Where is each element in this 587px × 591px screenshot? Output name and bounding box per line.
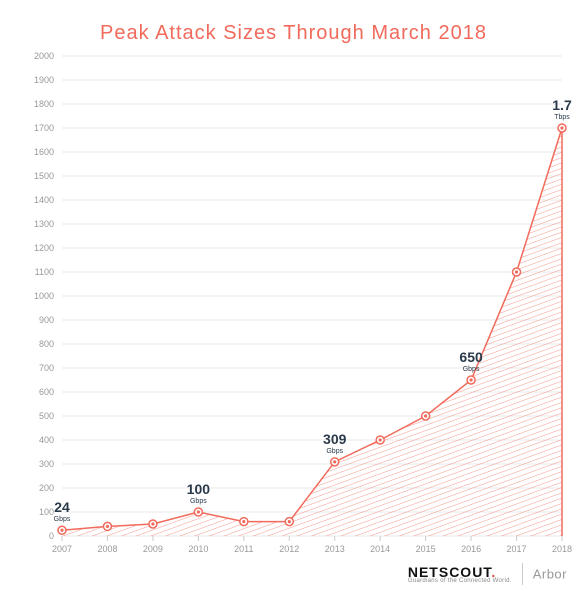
svg-text:900: 900	[39, 315, 54, 325]
svg-text:1800: 1800	[34, 99, 54, 109]
svg-text:Gbps: Gbps	[54, 516, 71, 523]
svg-text:Tbps: Tbps	[554, 114, 570, 121]
y-axis-labels: 0 100 200 300 400 500 600 700 800 900 1000 1100 1200…	[34, 51, 54, 541]
svg-text:2008: 2008	[97, 544, 117, 554]
svg-text:100: 100	[187, 481, 211, 497]
svg-text:1900: 1900	[34, 75, 54, 85]
svg-text:400: 400	[39, 435, 54, 445]
svg-text:1000: 1000	[34, 291, 54, 301]
svg-text:2012: 2012	[279, 544, 299, 554]
svg-text:309: 309	[323, 431, 347, 447]
brand-tagline: Guardians of the Connected World.	[408, 578, 512, 584]
svg-text:1600: 1600	[34, 147, 54, 157]
svg-text:24: 24	[54, 499, 70, 515]
svg-text:300: 300	[39, 459, 54, 469]
svg-text:200: 200	[39, 483, 54, 493]
svg-text:500: 500	[39, 411, 54, 421]
svg-text:1200: 1200	[34, 243, 54, 253]
brand-footer: NETSCOUT. Guardians of the Connected Wor…	[408, 563, 567, 585]
svg-text:700: 700	[39, 363, 54, 373]
svg-text:800: 800	[39, 339, 54, 349]
svg-text:2014: 2014	[370, 544, 390, 554]
svg-text:1300: 1300	[34, 219, 54, 229]
svg-text:2018: 2018	[552, 544, 572, 554]
svg-text:1400: 1400	[34, 195, 54, 205]
svg-text:2011: 2011	[234, 544, 253, 554]
svg-text:Gbps: Gbps	[190, 498, 207, 505]
x-axis-labels: 2007 2008 2009 2010 2011 2012 2013 2014 2015 2016…	[52, 544, 572, 554]
svg-text:Gbps: Gbps	[326, 448, 343, 455]
svg-text:2016: 2016	[461, 544, 481, 554]
svg-text:2013: 2013	[325, 544, 345, 554]
svg-text:2007: 2007	[52, 544, 72, 554]
svg-text:1100: 1100	[35, 267, 54, 277]
x-axis-ticks	[62, 536, 562, 541]
svg-text:2009: 2009	[143, 544, 163, 554]
peak-attack-chart: 0 100 200 300 400 500 600 700 800 900 1000 1100 1200…	[0, 0, 587, 591]
brand-separator	[522, 563, 523, 585]
svg-text:2017: 2017	[507, 544, 527, 554]
svg-text:1.7: 1.7	[552, 97, 572, 113]
svg-text:100: 100	[39, 507, 54, 517]
svg-text:0: 0	[49, 531, 54, 541]
svg-text:1500: 1500	[34, 171, 54, 181]
svg-text:650: 650	[459, 349, 483, 365]
svg-text:1700: 1700	[34, 123, 54, 133]
svg-text:2010: 2010	[188, 544, 208, 554]
svg-text:2015: 2015	[416, 544, 436, 554]
svg-text:600: 600	[39, 387, 54, 397]
brand-sub: Arbor	[533, 567, 567, 582]
svg-text:2000: 2000	[34, 51, 54, 61]
svg-text:Gbps: Gbps	[463, 366, 480, 373]
